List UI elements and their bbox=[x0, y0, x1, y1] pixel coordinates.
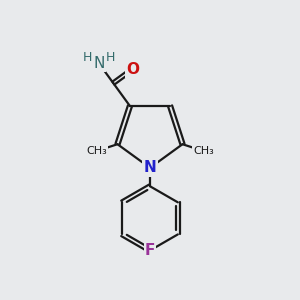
Text: H: H bbox=[106, 51, 115, 64]
Text: F: F bbox=[145, 243, 155, 258]
Text: H: H bbox=[83, 51, 92, 64]
Text: CH₃: CH₃ bbox=[193, 146, 214, 156]
Text: O: O bbox=[126, 62, 139, 77]
Text: N: N bbox=[144, 160, 156, 175]
Text: CH₃: CH₃ bbox=[86, 146, 107, 156]
Text: N: N bbox=[93, 56, 105, 71]
